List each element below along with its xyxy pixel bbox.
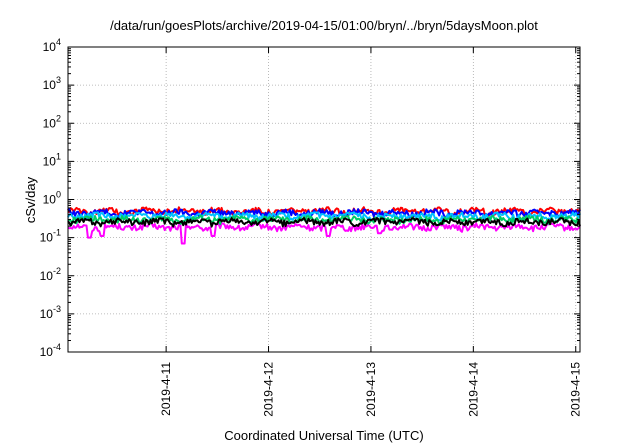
series-line [67,217,581,228]
x-tick-label: 2019-4-14 [466,362,480,417]
x-tick-label: 2019-4-13 [364,362,378,417]
y-tick-label: 10-4 [40,342,61,359]
y-tick-label: 104 [43,37,61,54]
y-tick-label: 10-1 [40,228,61,245]
series-line [67,211,581,222]
series-lines [67,206,581,245]
y-tick-label: 10-3 [40,304,61,321]
y-tick-label: 102 [43,113,61,130]
series-line [67,206,581,217]
y-tick-labels: 10-4 10-3 10-2 10-1 100 101 102 103 104 [40,37,61,359]
x-tick-label: 2019-4-12 [262,362,276,417]
x-axis-label: Coordinated Universal Time (UTC) [224,428,423,443]
chart-title: /data/run/goesPlots/archive/2019-04-15/0… [110,18,538,33]
y-axis-label: cSv/day [23,176,38,223]
x-tick-labels: 2019-4-11 2019-4-12 2019-4-13 2019-4-14 2019… [159,362,583,417]
grid-lines [68,47,580,352]
tick-marks [68,46,580,353]
y-tick-label: 103 [43,75,61,92]
x-tick-label: 2019-4-11 [159,362,173,416]
x-tick-label: 2019-4-15 [569,362,583,417]
y-tick-label: 10-2 [40,266,61,283]
y-tick-label: 100 [43,190,61,207]
y-tick-label: 101 [43,151,61,168]
